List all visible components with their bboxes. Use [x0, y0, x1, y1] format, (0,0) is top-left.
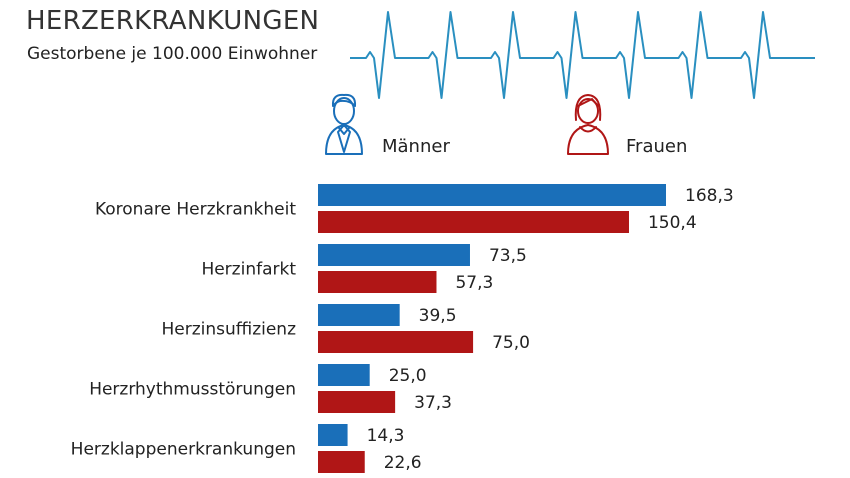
value-label-men: 168,3	[685, 186, 734, 206]
category-label: Herzinfarkt	[201, 260, 296, 280]
bar-men	[318, 364, 370, 386]
bar-men	[318, 304, 400, 326]
category-label: Herzrhythmusstörungen	[89, 380, 296, 400]
bar-men	[318, 244, 470, 266]
man-icon	[325, 93, 363, 155]
value-label-women: 75,0	[492, 333, 530, 353]
bar-women	[318, 331, 474, 353]
legend-label-women: Frauen	[626, 136, 687, 157]
bars: Koronare Herzkrankheit 168,3 150,4 Herzinfa…	[71, 184, 734, 473]
legend-label-men: Männer	[382, 136, 450, 157]
value-label-men: 39,5	[419, 306, 457, 326]
bar-men	[318, 424, 348, 446]
bar-women	[318, 271, 437, 293]
legend-item-women: Frauen	[567, 94, 687, 157]
legend-item-men: Männer	[325, 93, 450, 157]
bar-women	[318, 451, 365, 473]
value-label-women: 22,6	[384, 453, 422, 473]
category-label: Herzinsuffizienz	[161, 320, 296, 340]
chart-title: HERZERKRANKUNGEN	[26, 6, 320, 36]
category-label: Herzklappenerkrankungen	[71, 440, 296, 460]
woman-icon	[567, 94, 609, 155]
bar-women	[318, 211, 629, 233]
value-label-men: 14,3	[367, 426, 405, 446]
legend: Männer Frauen	[325, 93, 687, 157]
bar-women	[318, 391, 396, 413]
value-label-men: 25,0	[389, 366, 427, 386]
value-label-women: 150,4	[648, 213, 697, 233]
bar-men	[318, 184, 666, 206]
chart-subtitle: Gestorbene je 100.000 Einwohner	[27, 44, 318, 64]
value-label-women: 37,3	[414, 393, 452, 413]
value-label-men: 73,5	[489, 246, 527, 266]
value-label-women: 57,3	[455, 273, 493, 293]
heartbeat-line-icon	[350, 11, 815, 99]
category-label: Koronare Herzkrankheit	[95, 200, 296, 220]
